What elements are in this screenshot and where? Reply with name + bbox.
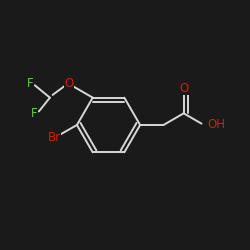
Text: OH: OH	[208, 118, 226, 132]
Text: Br: Br	[48, 131, 61, 144]
Text: F: F	[31, 107, 38, 120]
Text: O: O	[179, 82, 188, 95]
Text: F: F	[27, 76, 34, 90]
Text: O: O	[64, 76, 74, 90]
